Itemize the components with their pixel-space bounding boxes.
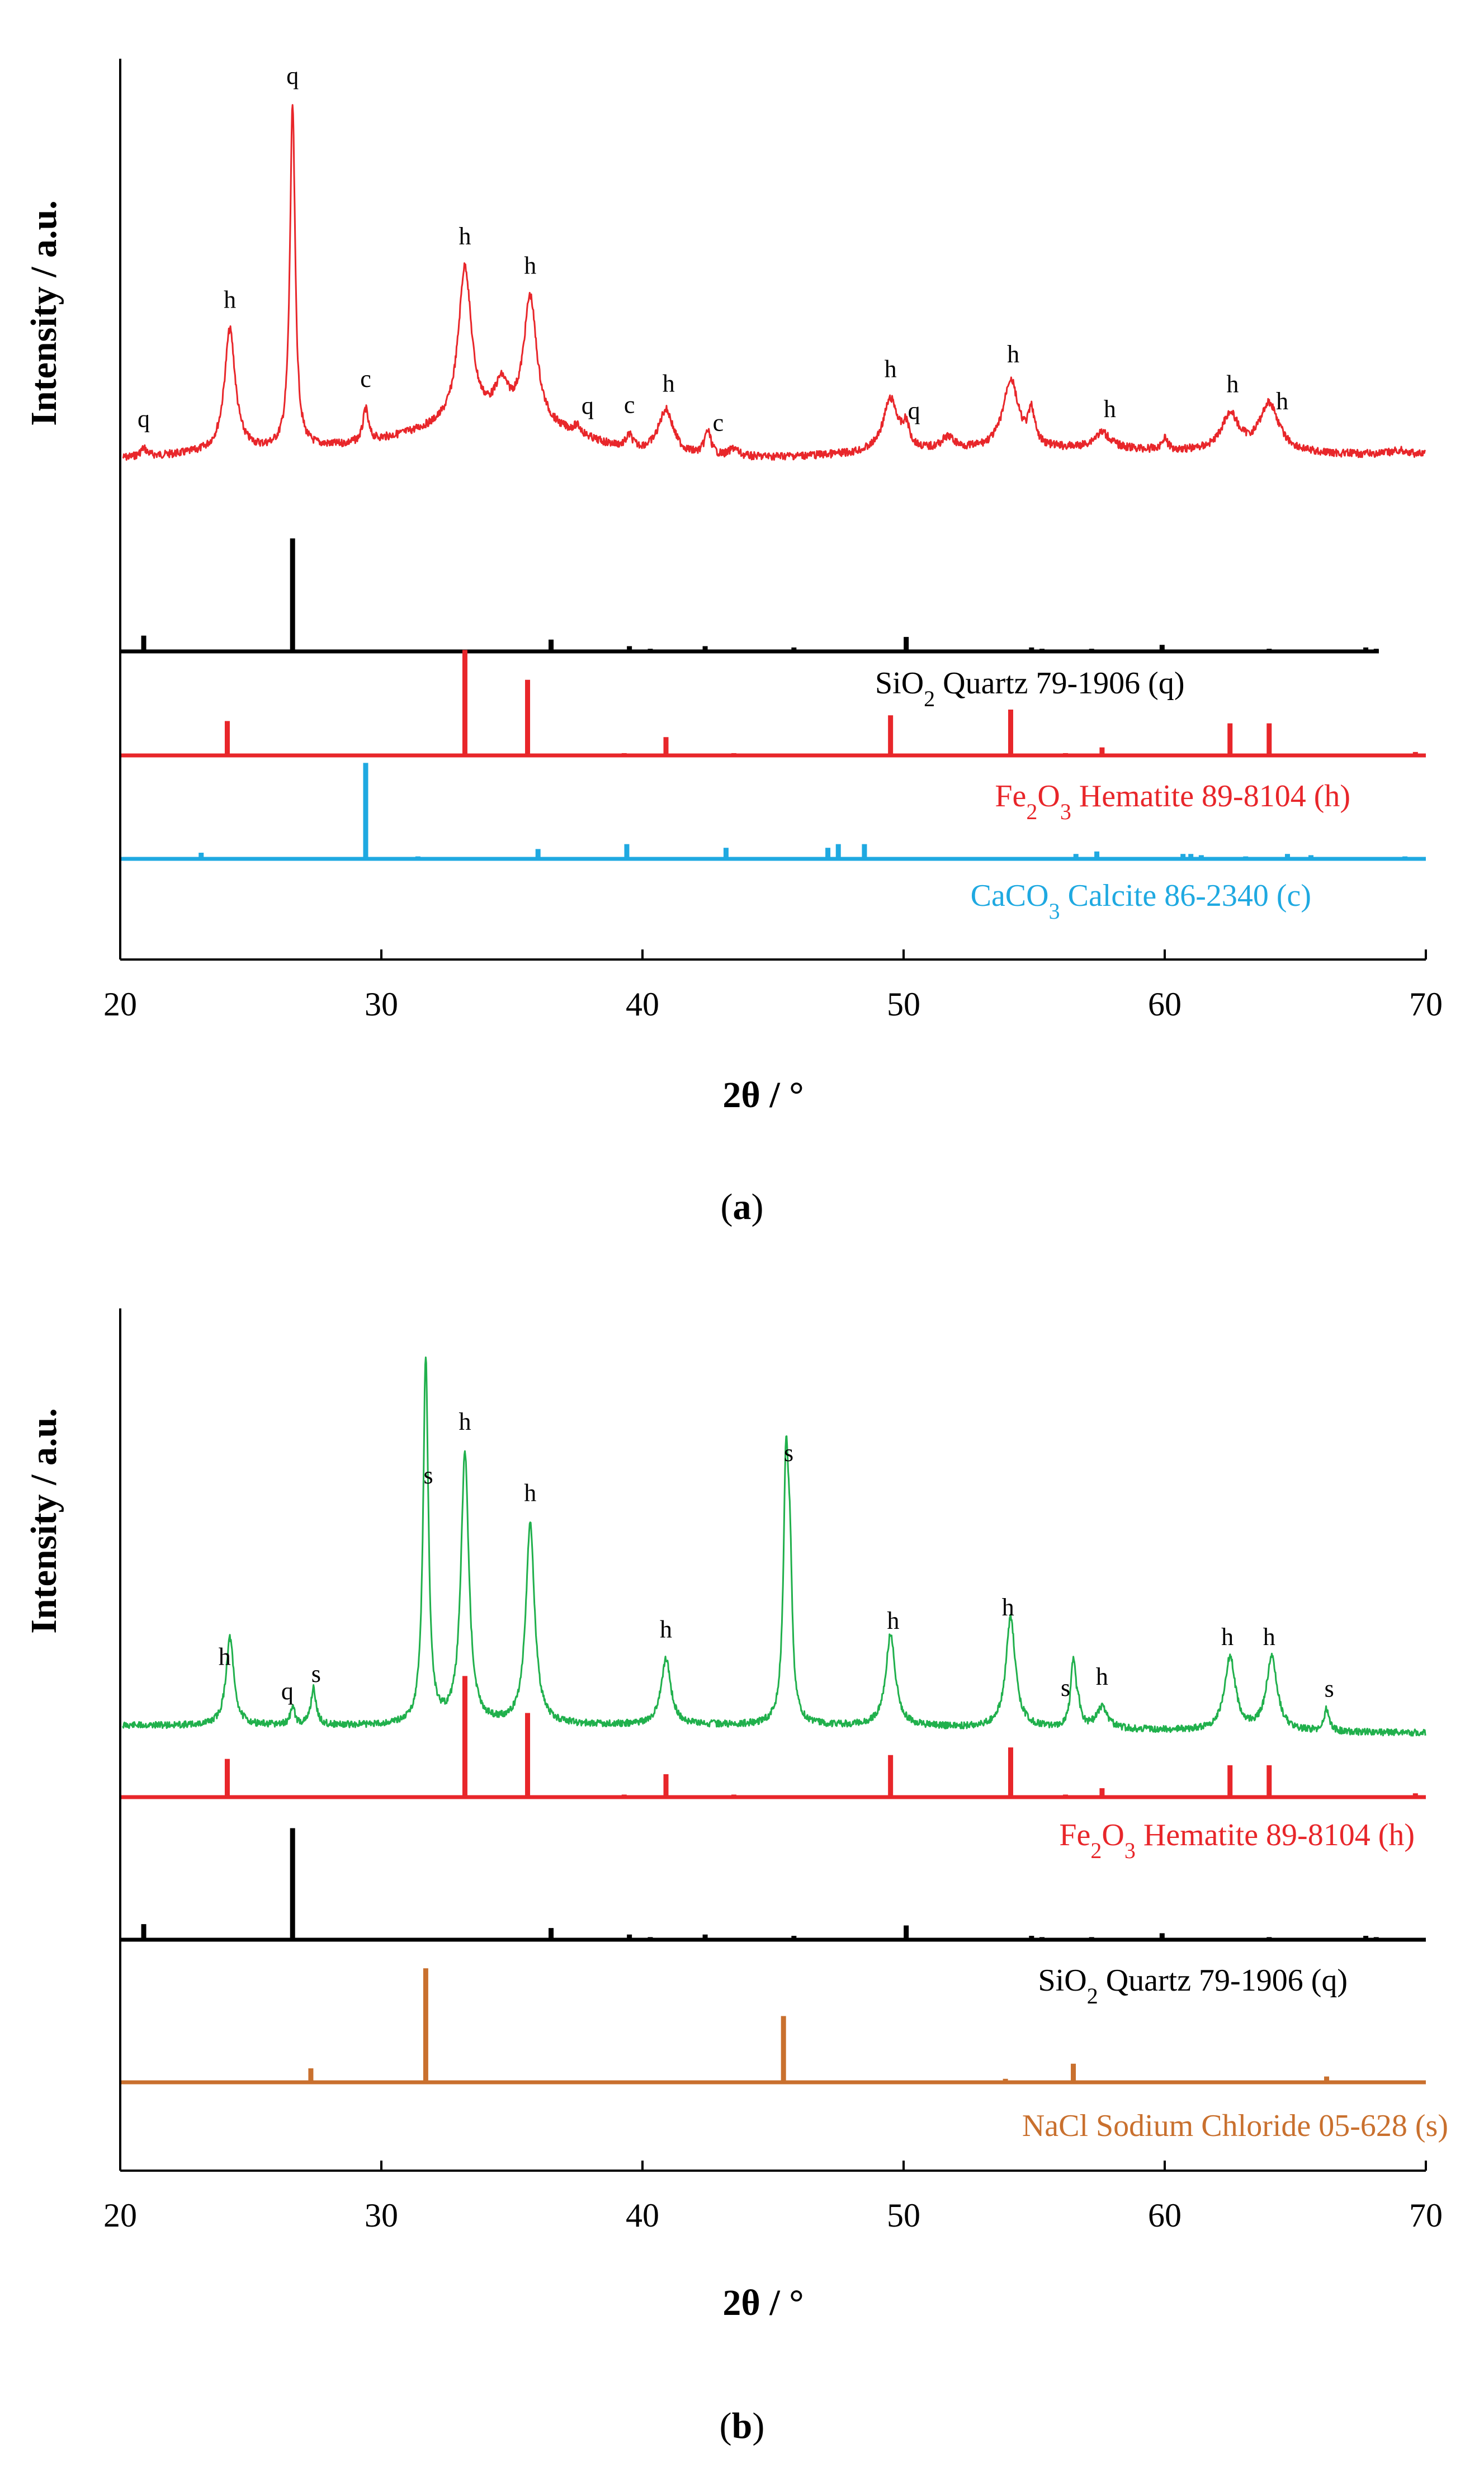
panel-a-ref-h-name-part: O — [1037, 779, 1060, 814]
panel-b-peak-label-1: q — [281, 1677, 294, 1705]
panel-a-x-tick-label-5: 70 — [1409, 986, 1443, 1023]
panel-a-peak-label-3: c — [360, 365, 371, 393]
panel-b-ref-q-name-part: Quartz 79-1906 (q) — [1098, 1963, 1348, 1998]
panel-a-peak-label-14: h — [1226, 371, 1239, 398]
panel-a-ref-q-name-part: 2 — [924, 686, 935, 711]
panel-b-peak-label-4: h — [459, 1408, 471, 1435]
panel-a-peak-label-8: h — [663, 370, 675, 397]
panel-b-ref-h-name-part: 2 — [1090, 1838, 1102, 1863]
panel-b-x-tick-label-3: 50 — [887, 2197, 920, 2234]
panel-a-peak-label-10: h — [885, 355, 897, 382]
panel-a-peak-label-7: c — [624, 391, 635, 418]
panel-b-peak-label-2: s — [311, 1660, 321, 1688]
panel-a-ref-c-name: CaCO3 Calcite 86-2340 (c) — [971, 878, 1311, 924]
panel-a-ref-q-name-part: Quartz 79-1906 (q) — [935, 666, 1184, 701]
panel-b-x-tick-label-4: 60 — [1148, 2197, 1181, 2234]
panel-a-ref-h-name: Fe2O3 Hematite 89-8104 (h) — [995, 779, 1350, 824]
panel-b-ref-q-name: SiO2 Quartz 79-1906 (q) — [1038, 1963, 1348, 2008]
panel-a-peak-label-5: h — [524, 252, 536, 279]
panel-b-ref-s-name-part: NaCl Sodium Chloride 05-628 (s) — [1022, 2109, 1448, 2143]
panel-a-x-tick-label-3: 50 — [887, 986, 920, 1023]
panel-a-x-tick-label-1: 30 — [365, 986, 398, 1023]
panel-a-ref-h-name-part: 2 — [1026, 799, 1037, 824]
panel-b-label: (b) — [720, 2405, 765, 2446]
panel-a-ref-h-name-part: Fe — [995, 779, 1026, 814]
panel-b-x-tick-label-0: 20 — [103, 2197, 137, 2234]
panel-b-measured-pattern — [122, 1357, 1426, 1737]
panel-a-ref-h-name-part: Hematite 89-8104 (h) — [1071, 779, 1350, 814]
panel-b-ref-h-name-part: Fe — [1059, 1818, 1090, 1852]
panel-b-ref-q-name-part: 2 — [1087, 1983, 1098, 2008]
panel-a-ref-h-name-part: 3 — [1060, 799, 1071, 824]
panel-b-x-axis-label: 2θ / ° — [722, 2282, 804, 2323]
panel-b-peak-label-8: h — [887, 1607, 899, 1634]
panel-a-ref-c-name-part: CaCO — [971, 878, 1049, 913]
panel-b-x-tick-label-2: 40 — [626, 2197, 659, 2234]
panel-b-ref-h-name-part: 3 — [1124, 1838, 1136, 1863]
panel-b-ref-h-name-part: Hematite 89-8104 (h) — [1136, 1818, 1415, 1852]
panel-b-peak-label-11: h — [1096, 1663, 1108, 1690]
panel-a-peak-label-9: c — [713, 409, 724, 436]
panel-b-peak-label-5: h — [524, 1479, 536, 1506]
panel-b-x-tick-label-1: 30 — [365, 2197, 398, 2234]
panel-b-peak-label-12: h — [1221, 1623, 1233, 1651]
panel-a-x-axis-label: 2θ / ° — [722, 1075, 804, 1116]
panel-b-y-axis-label: Intensity / a.u. — [23, 1408, 64, 1633]
panel-a-peak-label-0: q — [138, 405, 150, 432]
panel-a-peak-label-6: q — [582, 392, 594, 419]
panel-a-y-axis-label: Intensity / a.u. — [23, 200, 64, 426]
panel-a-peak-label-11: q — [908, 397, 920, 424]
panel-b-peak-label-9: h — [1002, 1594, 1014, 1621]
panel-a-peak-label-15: h — [1276, 387, 1288, 415]
panel-a-peak-label-12: h — [1007, 341, 1019, 368]
panel-b-ref-h-name-part: O — [1102, 1818, 1124, 1852]
panel-b-x-tick-label-5: 70 — [1409, 2197, 1443, 2234]
panel-b-peak-label-10: s — [1061, 1674, 1070, 1702]
panel-a-peak-label-1: h — [224, 286, 236, 314]
panel-b-peak-label-0: h — [219, 1643, 231, 1670]
panel-b-peak-label-3: s — [423, 1462, 433, 1489]
panel-a-measured-pattern — [122, 104, 1426, 461]
panel-a-ref-c-name-part: Calcite 86-2340 (c) — [1060, 878, 1311, 913]
panel-a-ref-q-name-part: SiO — [875, 666, 924, 701]
panel-a-peak-label-13: h — [1104, 395, 1116, 423]
panel-b-peak-label-14: s — [1325, 1675, 1334, 1702]
panel-b-ref-s-name: NaCl Sodium Chloride 05-628 (s) — [1022, 2109, 1448, 2143]
panel-a-x-tick-label-4: 60 — [1148, 986, 1181, 1023]
panel-a-peak-label-2: q — [286, 62, 299, 89]
panel-a-ref-q-name: SiO2 Quartz 79-1906 (q) — [875, 666, 1184, 711]
panel-a-x-tick-label-2: 40 — [626, 986, 659, 1023]
panel-b-peak-label-6: h — [660, 1615, 672, 1643]
panel-b-peak-label-13: h — [1263, 1623, 1275, 1651]
panel-b-ref-h-name: Fe2O3 Hematite 89-8104 (h) — [1059, 1818, 1415, 1863]
panel-b-ref-q-name-part: SiO — [1038, 1963, 1087, 1998]
panel-a-label: (a) — [721, 1187, 764, 1227]
panel-a-peak-label-4: h — [459, 223, 471, 250]
panel-a-x-tick-label-0: 20 — [103, 986, 137, 1023]
panel-a-ref-c-name-part: 3 — [1049, 899, 1060, 924]
panel-b-peak-label-7: s — [784, 1439, 793, 1467]
